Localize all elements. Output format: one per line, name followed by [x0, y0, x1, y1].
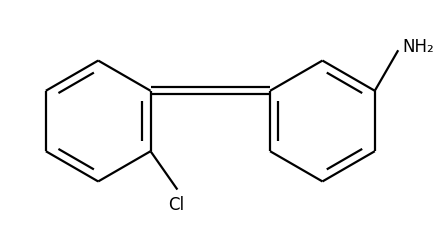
- Text: NH₂: NH₂: [402, 38, 434, 56]
- Text: Cl: Cl: [168, 197, 184, 214]
